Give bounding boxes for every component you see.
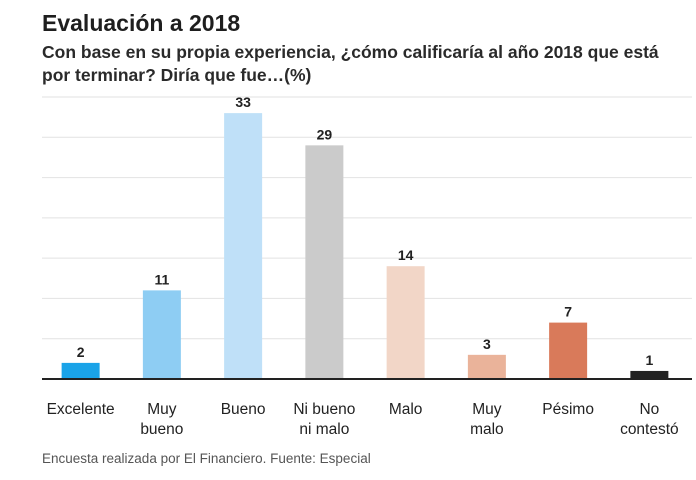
bar	[305, 145, 344, 379]
bar	[142, 290, 181, 379]
bar	[630, 370, 669, 379]
chart-title: Evaluación a 2018	[42, 10, 241, 36]
bar	[467, 354, 506, 379]
category-label: Pésimo	[542, 401, 594, 418]
category-label: Ni bueno ni malo	[293, 401, 355, 438]
category-label: Muy bueno	[140, 401, 183, 438]
bar	[386, 266, 425, 379]
bar	[224, 113, 263, 379]
footer: Encuesta realizada por El Financiero. Fu…	[42, 451, 371, 466]
bar	[61, 362, 100, 379]
category-label: No contestó	[620, 401, 679, 438]
data-label: 3	[483, 336, 491, 352]
category-label: Malo	[389, 401, 423, 418]
bar	[549, 322, 588, 379]
data-label: 11	[154, 271, 169, 287]
chart-subtitle: Con base en su propia experiencia, ¿cómo…	[42, 42, 659, 85]
data-label: 7	[564, 304, 572, 320]
data-label: 1	[645, 352, 653, 368]
category-label: Bueno	[221, 401, 266, 418]
category-label: Excelente	[47, 401, 115, 418]
data-label: 29	[317, 126, 333, 142]
data-label: 14	[398, 247, 414, 263]
footer-note: Encuesta realizada por El Financiero.	[42, 451, 267, 466]
footer-source: Fuente: Especial	[270, 451, 371, 466]
bar-chart: 2 Excelente 11 Muy bueno 33 Bueno 29 Ni bueno ni …	[42, 94, 692, 438]
category-label: Muy malo	[470, 401, 504, 438]
data-label: 2	[77, 344, 85, 360]
data-label: 33	[235, 94, 251, 110]
